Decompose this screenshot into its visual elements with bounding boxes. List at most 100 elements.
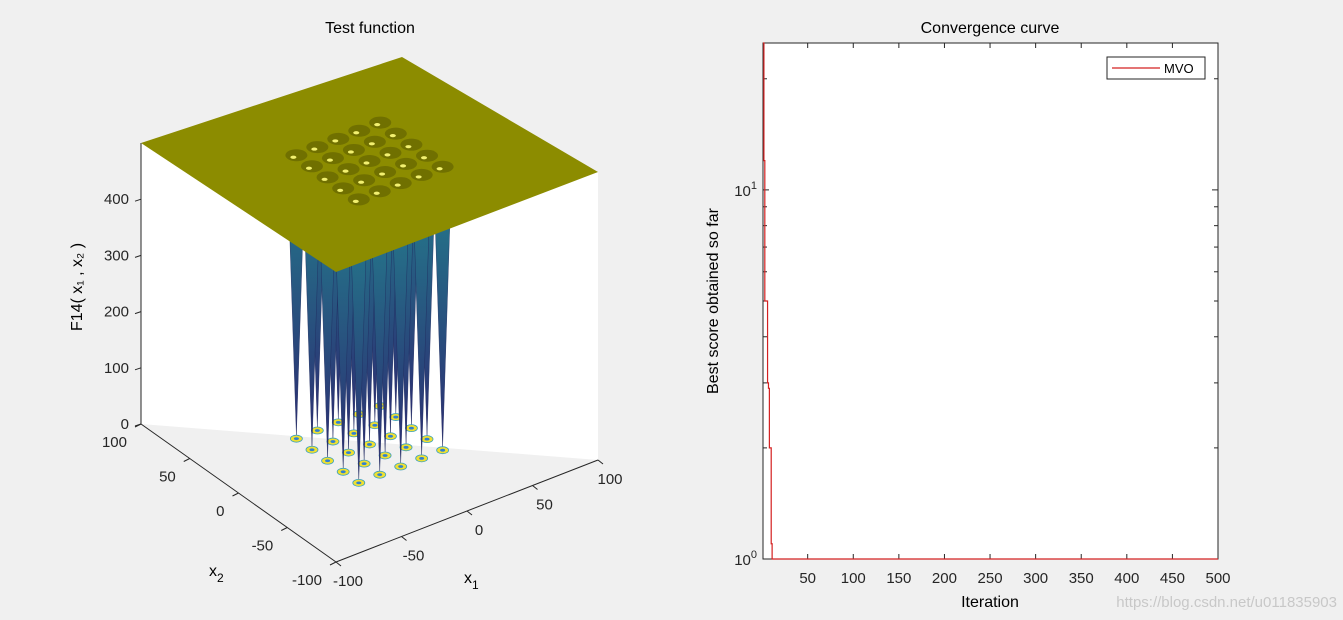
- well-base-core: [382, 454, 388, 457]
- y-tick-exponent: 0: [751, 549, 757, 561]
- plane-dimple: [348, 124, 371, 137]
- plane-dimple-glint: [332, 139, 339, 143]
- plane-dimple: [384, 127, 407, 140]
- z-tick-label: 100: [104, 360, 129, 377]
- z-tick-mark: [134, 198, 142, 202]
- surface-xlabel-sub: 1: [472, 578, 479, 592]
- plane-dimple-glint: [352, 199, 359, 203]
- x1-tick-mark: [532, 485, 538, 490]
- x-tick-label: 400: [1114, 570, 1139, 587]
- well-base-core: [351, 431, 357, 435]
- plane-dimple: [316, 171, 339, 184]
- plane-dimple: [369, 116, 392, 129]
- z-tick-mark: [134, 367, 142, 371]
- x-tick-label: 50: [799, 570, 816, 587]
- convergence-ylabel: Best score obtained so far: [705, 207, 722, 394]
- plane-dimple-glint: [415, 175, 422, 179]
- x2-tick-mark: [329, 561, 337, 566]
- plane-dimple: [353, 174, 376, 187]
- well-base-core: [367, 443, 372, 446]
- z-tick-label: 300: [104, 247, 129, 264]
- surface-zlabel: F14( x₁ , x₂ ): [69, 243, 86, 331]
- x2-tick-mark: [183, 458, 190, 462]
- well-base-core: [293, 437, 299, 441]
- convergence-plot: Convergence curve 50 100 150 200 250 300 350 40…: [705, 20, 1231, 611]
- plane-dimple-glint: [400, 164, 407, 168]
- plane-dimple-glint: [337, 188, 344, 192]
- plane-dimple-glint: [290, 155, 297, 159]
- plane-dimple: [358, 155, 381, 167]
- x-tick-label: 450: [1160, 570, 1185, 587]
- x1-tick-label: 50: [536, 497, 553, 514]
- plane-dimple: [389, 177, 412, 190]
- x1-tick-mark: [466, 510, 473, 516]
- plane-dimple: [342, 143, 365, 156]
- well-base-core: [408, 426, 414, 430]
- plane-dimple-glint: [373, 191, 380, 195]
- x-tick-label: 150: [886, 570, 911, 587]
- plane-dimple-glint: [405, 145, 412, 149]
- x1-tick-mark: [335, 561, 342, 567]
- z-tick-mark: [134, 254, 142, 258]
- well-base-core: [393, 415, 399, 419]
- z-tick-mark: [134, 423, 142, 427]
- well-base-core: [330, 440, 336, 443]
- plane-dimple-glint: [374, 123, 381, 127]
- plane-dimple: [368, 185, 391, 198]
- surface-plot: Test function -100 -50 0 50 100 -100 -50 0 50 100…: [69, 20, 623, 592]
- plane-dimple: [363, 135, 386, 148]
- y-tick-base: 10: [734, 183, 751, 200]
- well-base-core: [419, 456, 425, 460]
- y-tick-label: 101: [734, 180, 757, 200]
- surface-xlabel: x1: [464, 570, 479, 592]
- x2-tick-label: -100: [292, 572, 322, 589]
- plane-dimple: [337, 163, 360, 176]
- well-base-core: [309, 448, 315, 452]
- surface-xlabel-main: x: [464, 570, 472, 587]
- x1-tick-label: -100: [333, 573, 363, 590]
- x1-tick-label: -50: [403, 548, 425, 565]
- z-tick-label: 0: [121, 416, 129, 433]
- convergence-axes-box: [762, 42, 1219, 560]
- well-base-core: [372, 423, 378, 427]
- series-line-mvo: [763, 42, 1218, 560]
- x2-tick-label: -50: [252, 538, 274, 555]
- plane-dimple-glint: [421, 156, 428, 160]
- plane-dimple-glint: [394, 183, 401, 187]
- plane-dimple: [327, 132, 350, 145]
- plane-dimple: [379, 146, 402, 159]
- convergence-title: Convergence curve: [921, 20, 1060, 37]
- plane-dimple-glint: [342, 169, 349, 173]
- plane-dimple: [285, 149, 308, 162]
- z-tick-mark: [134, 311, 142, 315]
- x2-tick-label: 0: [216, 503, 224, 520]
- plane-dimple-glint: [363, 161, 370, 165]
- y-tick-base: 10: [734, 552, 751, 569]
- x-tick-label: 300: [1023, 570, 1048, 587]
- plane-dimple: [400, 138, 423, 151]
- plane-dimple-glint: [347, 150, 354, 154]
- x1-tick-label: 100: [597, 471, 622, 488]
- plane-dimple-glint: [368, 142, 375, 146]
- plane-dimple: [300, 160, 323, 173]
- well-base-core: [356, 481, 362, 485]
- surface-title: Test function: [325, 20, 415, 37]
- plane-dimple-glint: [384, 153, 391, 157]
- well-base-core: [403, 445, 409, 449]
- surface-ylabel-main: x: [209, 563, 217, 580]
- plane-dimple-glint: [311, 147, 318, 151]
- watermark: https://blog.csdn.net/u011835903: [1116, 594, 1337, 611]
- plane-dimple-glint: [358, 180, 365, 184]
- convergence-xlabel: Iteration: [961, 594, 1019, 611]
- plane-dimple-glint: [326, 158, 333, 162]
- x-tick-label: 100: [841, 570, 866, 587]
- plane-dimple-glint: [321, 177, 328, 181]
- surface-ylabel-sub: 2: [217, 571, 224, 585]
- plane-dimple: [332, 182, 355, 195]
- legend-entry-mvo: MVO: [1164, 61, 1194, 76]
- well-base-core: [398, 465, 404, 468]
- well-base-core: [377, 473, 383, 477]
